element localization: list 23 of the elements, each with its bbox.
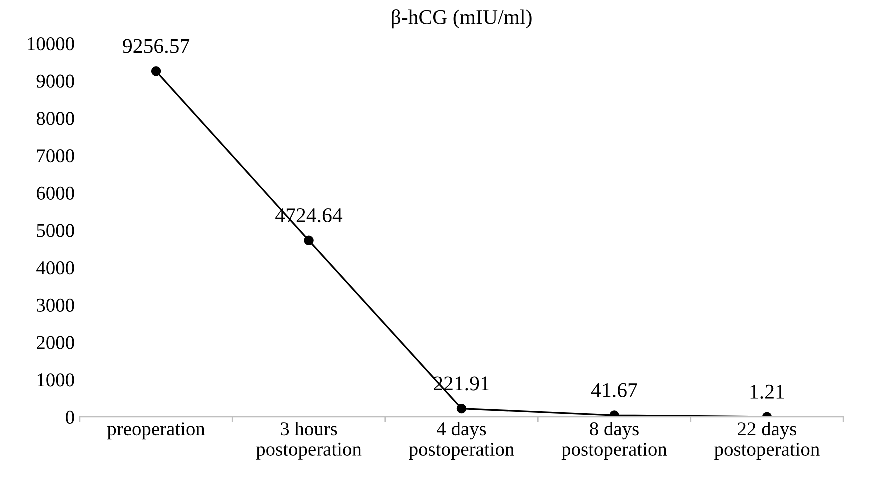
x-tick-label: preoperation — [107, 422, 206, 440]
y-tick-label: 7000 — [37, 150, 74, 163]
y-tick-label: 8000 — [36, 112, 74, 126]
point — [151, 66, 162, 76]
y-tick-label: 2000 — [37, 336, 74, 350]
x-tick-label: 4 days postoperation — [409, 422, 514, 460]
y-tick-label: 3000 — [37, 298, 74, 312]
point — [304, 236, 314, 246]
point — [456, 404, 467, 414]
x-tick-label: 3 hours postoperation — [256, 422, 362, 460]
y-tick-label: 9000 — [36, 74, 74, 88]
y-tick-label: 0 — [66, 410, 74, 424]
y-tick-label: 6000 — [37, 186, 74, 200]
x-tick-label: 22 days postoperation — [714, 422, 820, 460]
y-tick-label: 5000 — [37, 224, 74, 238]
data-label: 1.21 — [750, 384, 784, 400]
chart-title: β-hCG (mIU/ml) — [392, 10, 532, 29]
data-label: 41.67 — [591, 383, 638, 398]
y-tick-label: 1000 — [38, 374, 74, 387]
data-label: 9256.57 — [123, 39, 190, 54]
y-tick-label: 10000 — [28, 37, 74, 51]
y-tick-label: 4000 — [36, 262, 74, 275]
x-tick-label: 8 days postoperation — [562, 422, 668, 460]
